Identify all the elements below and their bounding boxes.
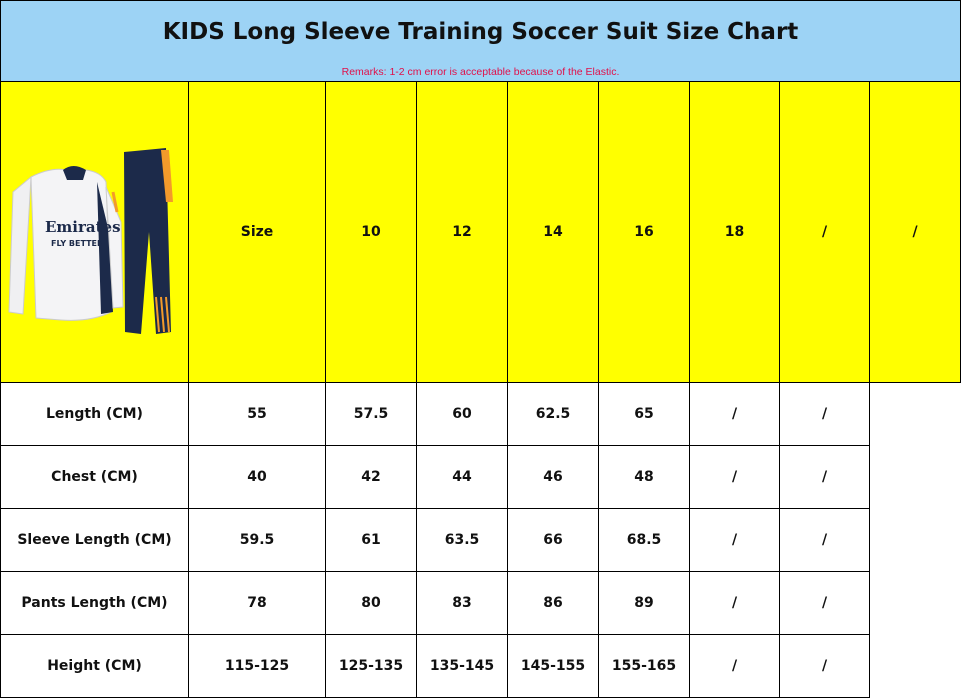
body-row: Pants Length (CM) 78 80 83 86 89// [0,571,961,635]
remark: Remarks: 1-2 cm error is acceptable beca… [341,66,620,78]
cell: 40 [188,445,326,509]
title-row: KIDS Long Sleeve Training Soccer Suit Si… [0,0,962,82]
cell: / [779,571,870,635]
header-cell: 10 [325,81,417,383]
cell: / [689,445,780,509]
header-cell: 16 [598,81,690,383]
logo-subtext: FLY BETTER [51,239,103,248]
row-label: Chest (CM) [0,445,189,509]
cell: 44 [416,445,508,509]
product-image: Emirates FLY BETTER [8,148,173,334]
cell: 115-125 [188,634,326,698]
cell: 59.5 [188,508,326,572]
cell: 83 [416,571,508,635]
cell: 61 [325,508,417,572]
title-cell: KIDS Long Sleeve Training Soccer Suit Si… [0,0,962,82]
cell: 125-135 [325,634,417,698]
header-cell: 18 [689,81,780,383]
cell: 60 [416,382,508,446]
body-row: Height (CM) 115-125 125-135 135-145 145-155 1… [0,634,961,698]
header-row: Emirates FLY BETTER Size 10 12 14 16 18// [0,81,962,383]
cell: / [779,508,870,572]
cell: 89 [598,571,690,635]
cell: 63.5 [416,508,508,572]
cell: 80 [325,571,417,635]
cell: 57.5 [325,382,417,446]
row-label: Sleeve Length (CM) [0,508,189,572]
cell: 78 [188,571,326,635]
cell: 65 [598,382,690,446]
header-cell: / [868,81,962,383]
cell: / [689,508,780,572]
header-cell: / [779,81,870,383]
title: KIDS Long Sleeve Training Soccer Suit Si… [162,19,799,45]
cell: 46 [507,445,599,509]
row-label: Pants Length (CM) [0,571,189,635]
cell: 66 [507,508,599,572]
logo-text: Emirates [45,218,121,236]
cell: 62.5 [507,382,599,446]
row-label: Length (CM) [0,382,189,446]
row-label: Height (CM) [0,634,189,698]
cell: 145-155 [507,634,599,698]
body-row: Chest (CM) 40 42 44 46 48// [0,445,961,509]
cell: 48 [598,445,690,509]
cell: 42 [325,445,417,509]
header-cell: 12 [416,81,508,383]
cell: / [779,382,870,446]
cell: / [689,571,780,635]
cell: / [689,382,780,446]
cell: 68.5 [598,508,690,572]
header-cell: 14 [507,81,599,383]
cell: 135-145 [416,634,508,698]
header-label: Size [188,81,326,383]
cell: / [779,445,870,509]
body-row: Sleeve Length (CM) 59.5 61 63.5 66 68.5// [0,508,961,572]
cell: / [779,634,870,698]
body-row: Length (CM) 55 57.5 60 62.5 65// [0,382,961,446]
cell: 155-165 [598,634,690,698]
cell: 55 [188,382,326,446]
cell: / [689,634,780,698]
image-cell: Emirates FLY BETTER [0,81,189,383]
cell: 86 [507,571,599,635]
